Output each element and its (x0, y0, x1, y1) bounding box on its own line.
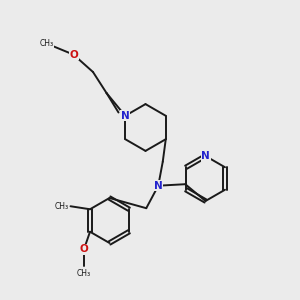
Text: O: O (69, 50, 78, 60)
Text: N: N (154, 181, 163, 191)
Text: CH₃: CH₃ (55, 202, 69, 211)
Text: O: O (80, 244, 88, 254)
Text: CH₃: CH₃ (77, 269, 91, 278)
Text: methoxy: methoxy (41, 43, 47, 44)
Text: N: N (121, 111, 130, 121)
Text: N: N (201, 151, 210, 161)
Text: CH₃: CH₃ (39, 39, 54, 48)
